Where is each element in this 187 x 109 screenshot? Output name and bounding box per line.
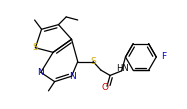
Text: N: N [37,68,44,77]
Text: S: S [90,57,96,66]
Text: F: F [161,52,166,61]
Text: S: S [33,43,38,52]
Text: N: N [69,72,76,81]
Text: HN: HN [116,64,129,73]
Text: O: O [102,83,109,91]
